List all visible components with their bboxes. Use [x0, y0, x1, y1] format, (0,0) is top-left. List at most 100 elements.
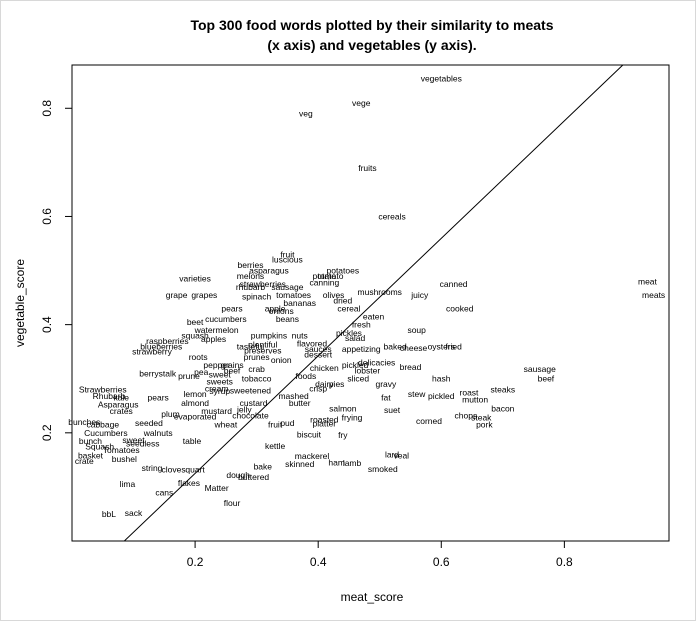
point-label: string	[142, 463, 163, 473]
point-label: melons	[237, 271, 264, 281]
point-label: crate	[75, 456, 94, 466]
point-label: chicken	[310, 363, 339, 373]
point-label: flour	[224, 498, 241, 508]
point-label: delicacies	[358, 358, 395, 368]
point-label: cereal	[337, 303, 360, 313]
point-label: walnuts	[143, 428, 173, 438]
point-label: dried	[333, 295, 352, 305]
point-label: crisp	[309, 383, 327, 393]
point-label: basket	[78, 451, 104, 461]
point-label: frying	[342, 413, 363, 423]
point-label: pickles	[336, 328, 362, 338]
x-axis: 0.2 0.4 0.6 0.8	[187, 541, 573, 569]
point-label: squash	[181, 330, 209, 340]
point-label: cucumbers	[205, 314, 247, 324]
reference-line	[123, 64, 624, 542]
point-label: steaks	[491, 385, 516, 395]
point-label: foods	[295, 371, 316, 381]
point-label: jelly	[236, 405, 252, 415]
point-label: Asparagus	[98, 400, 139, 410]
point-label: pepper	[203, 360, 230, 370]
point-label: Cucumbers	[84, 428, 127, 438]
x-tick-label: 0.8	[556, 555, 573, 569]
point-label: cabbage	[86, 420, 119, 430]
point-label: nuts	[292, 330, 308, 340]
point-label: lard	[385, 449, 399, 459]
point-label: almond	[181, 398, 209, 408]
point-label: meat	[638, 276, 658, 286]
point-label: kale	[113, 393, 129, 403]
y-tick-label: 0.6	[40, 208, 54, 225]
point-label: flavored	[297, 339, 328, 349]
point-label: vegetables	[421, 74, 462, 84]
point-label: sack	[125, 508, 143, 518]
point-label: hash	[432, 374, 451, 384]
point-label: preserves	[244, 346, 281, 356]
point-label: salad	[345, 333, 366, 343]
point-label: veal	[393, 451, 409, 461]
point-label: fry	[338, 430, 348, 440]
point-label: chocolate	[232, 411, 269, 421]
point-label: bacon	[491, 403, 514, 413]
point-label: watermelon	[194, 325, 239, 335]
point-label: crab	[248, 364, 265, 374]
point-label: mutton	[462, 394, 488, 404]
chart-title-line1: Top 300 food words plotted by their simi…	[190, 17, 553, 33]
point-label: wheat	[214, 420, 238, 430]
x-axis-title: meat_score	[341, 590, 404, 604]
point-label: bread	[400, 362, 422, 372]
point-label: eaten	[363, 312, 385, 322]
point-label: sausage	[524, 364, 556, 374]
point-label: bushel	[112, 454, 137, 464]
point-label: sauces	[305, 344, 332, 354]
point-label: pud	[280, 418, 294, 428]
point-label: potatoes	[326, 266, 359, 276]
point-label: bananas	[283, 298, 316, 308]
point-label: pears	[221, 303, 242, 313]
point-label: berries	[237, 260, 263, 270]
point-label: fresh	[352, 320, 371, 330]
point-label: buttered	[238, 472, 269, 482]
point-label: custard	[240, 398, 268, 408]
point-label: dough	[226, 470, 250, 480]
point-label: Matter	[205, 483, 229, 493]
point-label: sweet	[209, 369, 232, 379]
point-label: meats	[642, 290, 665, 300]
point-label: sweetened	[230, 386, 271, 396]
y-tick-label: 0.2	[40, 424, 54, 441]
point-label: dessert	[304, 349, 333, 359]
point-label: mashed	[278, 391, 309, 401]
point-label: berry	[139, 368, 159, 378]
point-label: beef	[538, 374, 555, 384]
y-tick-label: 0.4	[40, 316, 54, 333]
point-label: biscuit	[297, 429, 322, 439]
point-label: corned	[416, 416, 442, 426]
point-label: onions	[269, 306, 294, 316]
point-label: canning	[309, 277, 339, 287]
point-label: skinned	[285, 459, 315, 469]
point-label: dairy	[315, 379, 334, 389]
point-label: strawberry	[132, 347, 172, 357]
point-label: salmon	[329, 403, 357, 413]
point-label: beef	[224, 366, 241, 376]
point-label: pears	[148, 393, 169, 403]
point-label: stew	[408, 389, 426, 399]
point-label: roasted	[310, 414, 339, 424]
point-label: gravy	[375, 379, 397, 389]
point-label: veg	[299, 109, 313, 119]
point-label: varieties	[179, 274, 211, 284]
x-tick-label: 0.4	[310, 555, 327, 569]
point-label: strawberries	[240, 279, 286, 289]
point-label: plum	[161, 409, 179, 419]
point-label: apples	[201, 334, 226, 344]
point-label: suet	[384, 405, 401, 415]
point-label: bake	[254, 461, 273, 471]
point-label: onion	[271, 355, 292, 365]
point-labels: vegetablesvegevegfruitscerealsfruitlusci…	[68, 74, 665, 519]
point-label: bunch	[79, 436, 102, 446]
point-label: seeded	[135, 418, 163, 428]
point-label: baked	[384, 341, 407, 351]
point-label: fat	[381, 393, 391, 403]
point-label: roots	[189, 352, 208, 362]
point-label: rhubarb	[236, 282, 266, 292]
